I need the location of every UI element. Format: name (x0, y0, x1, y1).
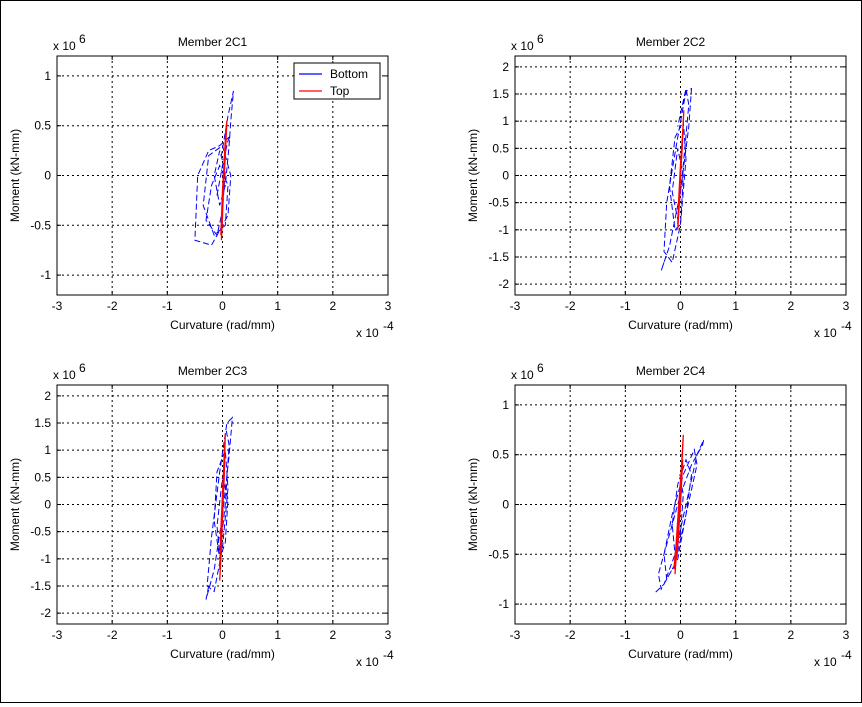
x-tick-label: 3 (385, 628, 392, 642)
y-tick-label: 0 (502, 498, 509, 512)
y-tick-label: -1 (40, 268, 51, 282)
y-multiplier: x 10 (511, 368, 534, 382)
subplot-4: -3 -2 -1 0 1 2 3 -1 -0.5 0 0.5 1 Member 2C4 Curvature… (466, 361, 852, 669)
y-tick-label: 1 (44, 443, 51, 457)
y-multiplier-exponent: 6 (537, 361, 544, 375)
y-tick-label: -1 (40, 552, 51, 566)
x-tick-label: 1 (732, 628, 739, 642)
y-tick-label: 0 (502, 169, 509, 183)
legend-label-top: Top (330, 84, 350, 98)
x-tick-label: -3 (52, 299, 63, 313)
y-tick-label: 2 (502, 60, 509, 74)
series-line-top (673, 434, 684, 575)
y-tick-label: -1 (498, 597, 509, 611)
series-line-top (677, 110, 685, 230)
x-tick-label: -3 (510, 299, 521, 313)
x-tick-label: -2 (107, 299, 118, 313)
y-tick-label: -1.5 (488, 250, 509, 264)
legend-box (293, 62, 381, 100)
x-tick-label: -1 (620, 299, 631, 313)
x-tick-label: 1 (274, 299, 281, 313)
x-tick-label: 2 (787, 299, 794, 313)
y-tick-label: 0.5 (492, 141, 509, 155)
x-tick-label: -2 (565, 628, 576, 642)
y-tick-label: 1 (502, 398, 509, 412)
x-multiplier-exponent: -4 (383, 319, 394, 333)
y-tick-label: -2 (498, 277, 509, 291)
x-tick-label: 2 (787, 628, 794, 642)
y-tick-label: 1 (502, 114, 509, 128)
series-line-bottom (660, 87, 693, 271)
x-multiplier-exponent: -4 (841, 319, 852, 333)
y-tick-label: -0.5 (30, 218, 51, 232)
y-tick-label: 0.5 (34, 470, 51, 484)
y-tick-label: -0.5 (488, 196, 509, 210)
y-axis-label: Moment (kN-mm) (466, 458, 480, 551)
chart-title: Member 2C4 (636, 364, 706, 378)
y-multiplier: x 10 (53, 368, 76, 382)
y-tick-label: -1.5 (30, 579, 51, 593)
x-axis-label: Curvature (rad/mm) (628, 647, 733, 661)
x-axis-label: Curvature (rad/mm) (628, 318, 733, 332)
x-tick-label: -3 (52, 628, 63, 642)
x-tick-label: 1 (732, 299, 739, 313)
y-tick-label: -0.5 (30, 525, 51, 539)
y-tick-label: 2 (44, 389, 51, 403)
series-line-bottom (655, 439, 705, 593)
x-tick-label: 1 (274, 628, 281, 642)
y-tick-label: 1.5 (34, 416, 51, 430)
chart-title: Member 2C1 (178, 35, 248, 49)
y-multiplier-exponent: 6 (79, 361, 86, 375)
y-tick-label: 0.5 (34, 119, 51, 133)
y-axis-label: Moment (kN-mm) (8, 458, 22, 551)
x-tick-label: 3 (385, 299, 392, 313)
y-tick-label: -1 (498, 223, 509, 237)
series-line-top (219, 433, 226, 581)
x-multiplier-exponent: -4 (841, 648, 852, 662)
x-tick-label: 0 (219, 299, 226, 313)
x-axis-label: Curvature (rad/mm) (170, 318, 275, 332)
y-tick-label: 1.5 (492, 87, 509, 101)
series-line-top (220, 120, 228, 241)
x-tick-label: -2 (107, 628, 118, 642)
x-tick-label: 3 (843, 628, 850, 642)
x-tick-label: -1 (162, 628, 173, 642)
x-tick-label: -3 (510, 628, 521, 642)
y-multiplier: x 10 (53, 39, 76, 53)
legend: Bottom Top (293, 62, 381, 100)
y-tick-label: -2 (40, 606, 51, 620)
x-tick-label: 2 (329, 299, 336, 313)
y-tick-label: -0.5 (488, 547, 509, 561)
x-tick-label: 0 (677, 299, 684, 313)
x-tick-label: 0 (219, 628, 226, 642)
y-axis-label: Moment (kN-mm) (8, 129, 22, 222)
chart-title: Member 2C2 (636, 35, 706, 49)
x-multiplier: x 10 (814, 326, 837, 340)
x-multiplier: x 10 (814, 655, 837, 669)
x-multiplier-exponent: -4 (383, 648, 394, 662)
y-tick-label: 0 (44, 498, 51, 512)
legend-label-bottom: Bottom (330, 67, 368, 81)
y-multiplier-exponent: 6 (537, 32, 544, 46)
x-tick-label: -1 (162, 299, 173, 313)
x-tick-label: -1 (620, 628, 631, 642)
x-tick-label: 2 (329, 628, 336, 642)
x-tick-label: -2 (565, 299, 576, 313)
y-tick-label: 0.5 (492, 448, 509, 462)
x-tick-label: 0 (677, 628, 684, 642)
x-multiplier: x 10 (356, 655, 379, 669)
y-tick-label: 0 (44, 169, 51, 183)
y-axis-label: Moment (kN-mm) (466, 129, 480, 222)
y-multiplier-exponent: 6 (79, 32, 86, 46)
x-axis-label: Curvature (rad/mm) (170, 647, 275, 661)
chart-title: Member 2C3 (178, 364, 248, 378)
x-multiplier: x 10 (356, 326, 379, 340)
y-tick-label: 1 (44, 69, 51, 83)
y-multiplier: x 10 (511, 39, 534, 53)
x-tick-label: 3 (843, 299, 850, 313)
